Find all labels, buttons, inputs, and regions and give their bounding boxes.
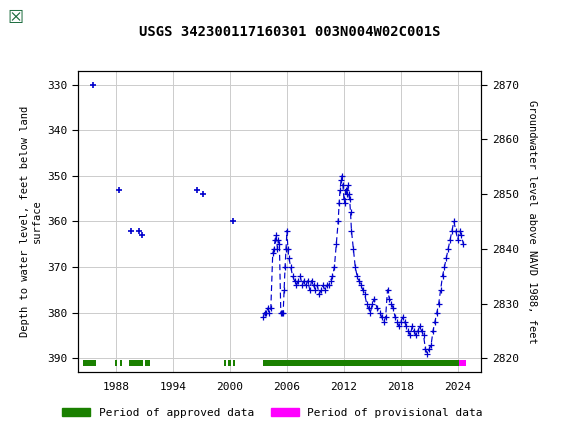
Text: ☒: ☒ [7, 9, 23, 27]
FancyBboxPatch shape [5, 4, 54, 34]
Y-axis label: Depth to water level, feet below land
surface: Depth to water level, feet below land su… [20, 106, 42, 337]
Text: USGS: USGS [42, 11, 75, 25]
Text: USGS 342300117160301 003N004W02C001S: USGS 342300117160301 003N004W02C001S [139, 25, 441, 39]
Legend: Period of approved data, Period of provisional data: Period of approved data, Period of provi… [58, 403, 487, 422]
Y-axis label: Groundwater level above NAVD 1988, feet: Groundwater level above NAVD 1988, feet [527, 100, 537, 343]
